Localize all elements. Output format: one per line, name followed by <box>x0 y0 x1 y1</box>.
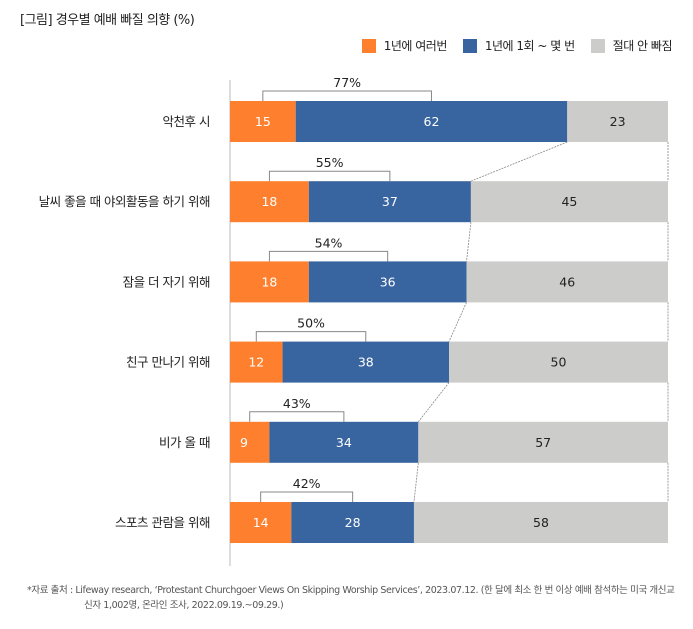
sum-bracket <box>260 491 354 502</box>
bar-value-label: 37 <box>382 194 398 209</box>
footnote-line-2: 신자 1,002명, 온라인 조사, 2022.09.19.~09.29.) <box>84 600 284 611</box>
category-label: 날씨 좋을 때 야외활동을 하기 위해 <box>39 194 210 209</box>
bar-segment-once-or-few <box>269 421 419 463</box>
bar-value-label: 18 <box>261 194 277 209</box>
bar-segment-never <box>449 341 668 383</box>
bar-value-label: 50 <box>551 355 567 370</box>
legend-swatch-orange <box>361 38 376 53</box>
connector-line <box>466 222 472 262</box>
bar-segment-never <box>470 181 668 223</box>
bar-segment-once-or-few <box>308 261 467 303</box>
bar-segment-once-or-few <box>308 181 471 223</box>
bar-segment-several-times <box>230 502 292 543</box>
bar-value-label: 57 <box>535 435 551 450</box>
bar-value-label: 12 <box>248 355 264 370</box>
bar-value-label: 9 <box>240 435 248 450</box>
bar-value-label: 23 <box>610 114 626 129</box>
bar-value-label: 15 <box>255 114 271 129</box>
bar-value-label: 38 <box>358 355 374 370</box>
bar-value-label: 34 <box>336 435 352 450</box>
sum-bracket <box>268 170 391 182</box>
bar-segment-several-times <box>230 261 309 303</box>
bar-value-label: 36 <box>380 274 396 289</box>
legend: 1년에 여러번 1년에 1회 ~ 몇 번 절대 안 빠짐 <box>346 37 673 54</box>
sum-bracket <box>268 250 389 262</box>
legend-label: 1년에 여러번 <box>383 39 448 53</box>
connector-line <box>448 302 467 342</box>
sum-bracket <box>249 411 345 422</box>
bar-segment-once-or-few <box>295 101 568 142</box>
sum-bracket <box>255 331 367 342</box>
bar-segment-never <box>418 421 668 463</box>
category-label: 악천후 시 <box>163 114 210 129</box>
bar-value-label: 14 <box>253 515 269 530</box>
bar-segment-never <box>466 261 668 303</box>
bar-segment-never <box>413 502 668 543</box>
bar-value-label: 45 <box>561 194 577 209</box>
bar-segment-once-or-few <box>282 341 449 383</box>
category-label: 스포츠 관람을 위해 <box>115 515 210 530</box>
sum-label: 43% <box>283 396 311 411</box>
source-footnote: *자료 출처 : Lifeway research, ‘Protestant C… <box>27 583 687 613</box>
legend-label: 절대 안 빠짐 <box>612 39 673 53</box>
legend-item-never: 절대 안 빠짐 <box>590 37 673 54</box>
bar-value-label: 18 <box>261 274 277 289</box>
legend-item-several-times: 1년에 여러번 <box>361 37 448 54</box>
category-label: 친구 만나기 위해 <box>126 355 210 370</box>
bar-value-label: 46 <box>559 274 575 289</box>
sum-bracket <box>262 90 432 101</box>
legend-swatch-gray <box>590 38 605 53</box>
connector-line <box>413 462 419 503</box>
connector-line <box>418 382 450 423</box>
bar-value-label: 62 <box>424 114 440 129</box>
bar-segment-several-times <box>230 101 296 142</box>
chart-title: [그림] 경우별 예배 빠질 의향 (%) <box>20 13 195 28</box>
category-label: 비가 올 때 <box>159 435 210 450</box>
sum-label: 50% <box>297 316 325 331</box>
footnote-line-1: *자료 출처 : Lifeway research, ‘Protestant C… <box>27 585 675 596</box>
bar-segment-several-times <box>230 341 283 383</box>
sum-label: 42% <box>293 476 321 491</box>
sum-label: 77% <box>333 75 361 90</box>
bar-segment-once-or-few <box>291 502 414 543</box>
legend-item-once-or-few: 1년에 1회 ~ 몇 번 <box>462 37 575 54</box>
category-label: 잠을 더 자기 위해 <box>123 274 210 289</box>
bar-value-label: 28 <box>345 515 361 530</box>
sum-label: 54% <box>315 235 343 250</box>
bar-segment-several-times <box>230 181 309 223</box>
bar-segment-several-times <box>230 421 270 463</box>
sum-label: 55% <box>316 155 344 170</box>
legend-swatch-blue <box>462 38 477 53</box>
connector-line <box>470 141 568 182</box>
legend-label: 1년에 1회 ~ 몇 번 <box>484 39 575 53</box>
bar-value-label: 58 <box>533 515 549 530</box>
bar-segment-never <box>567 101 668 142</box>
